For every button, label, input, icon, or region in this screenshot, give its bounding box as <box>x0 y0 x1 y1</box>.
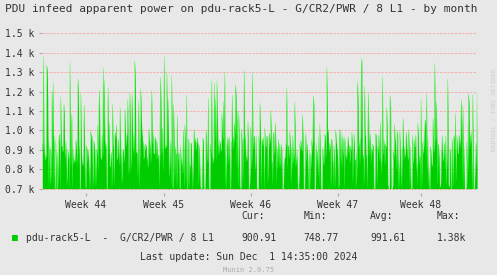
Text: RRDTOOL / TOBI OETIKER: RRDTOOL / TOBI OETIKER <box>491 69 496 151</box>
Text: Munin 2.0.75: Munin 2.0.75 <box>223 267 274 273</box>
Text: Min:: Min: <box>303 211 327 221</box>
Text: ■: ■ <box>12 233 18 243</box>
Text: PDU infeed apparent power on pdu-rack5-L - G/CR2/PWR / 8 L1 - by month: PDU infeed apparent power on pdu-rack5-L… <box>5 4 478 14</box>
Text: 991.61: 991.61 <box>370 233 406 243</box>
Text: pdu-rack5-L  -  G/CR2/PWR / 8 L1: pdu-rack5-L - G/CR2/PWR / 8 L1 <box>26 233 214 243</box>
Text: Avg:: Avg: <box>370 211 394 221</box>
Text: Max:: Max: <box>436 211 460 221</box>
Text: 748.77: 748.77 <box>303 233 338 243</box>
Text: Cur:: Cur: <box>241 211 264 221</box>
Text: 900.91: 900.91 <box>241 233 276 243</box>
Text: 1.38k: 1.38k <box>436 233 466 243</box>
Text: Last update: Sun Dec  1 14:35:00 2024: Last update: Sun Dec 1 14:35:00 2024 <box>140 252 357 262</box>
Y-axis label: VA: VA <box>0 104 2 116</box>
